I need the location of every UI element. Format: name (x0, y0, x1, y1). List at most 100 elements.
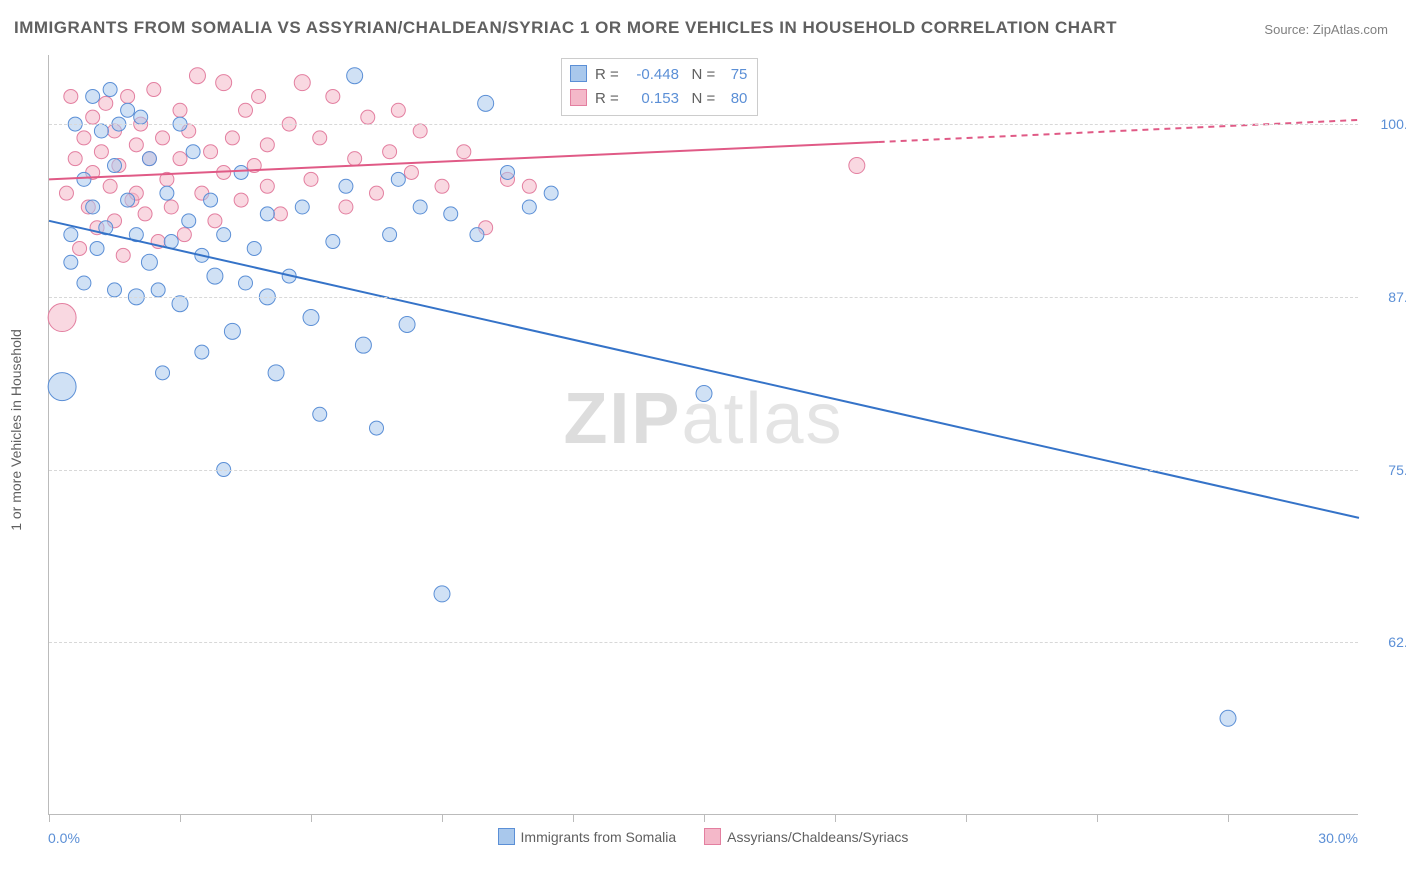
blue-point (434, 586, 450, 602)
pink-point (173, 103, 187, 117)
blue-point (121, 103, 135, 117)
legend-label: Immigrants from Somalia (521, 829, 677, 845)
blue-point (64, 255, 78, 269)
pink-point (339, 200, 353, 214)
pink-point (99, 96, 113, 110)
blue-point (94, 124, 108, 138)
x-tick (311, 814, 312, 822)
blue-point (444, 207, 458, 221)
blue-point (86, 89, 100, 103)
x-tick (573, 814, 574, 822)
blue-point (77, 276, 91, 290)
source-attribution: Source: ZipAtlas.com (1264, 22, 1388, 37)
blue-point (207, 268, 223, 284)
blue-point (413, 200, 427, 214)
blue-point (64, 228, 78, 242)
blue-point (86, 200, 100, 214)
gridline (49, 470, 1358, 471)
pink-point (361, 110, 375, 124)
stat-R-label: R = (595, 66, 623, 83)
pink-point (138, 207, 152, 221)
pink-point (260, 179, 274, 193)
legend-item-blue: Immigrants from Somalia (498, 828, 677, 845)
pink-point (391, 103, 405, 117)
blue-point (134, 110, 148, 124)
pink-swatch-icon (570, 89, 587, 106)
blue-point (121, 193, 135, 207)
pink-point (457, 145, 471, 159)
pink-point (164, 200, 178, 214)
pink-point (370, 186, 384, 200)
blue-point (151, 283, 165, 297)
pink-point (156, 131, 170, 145)
pink-point (77, 131, 91, 145)
plot-area: ZIPatlas R = -0.448 N = 75R = 0.153 N = … (48, 55, 1358, 815)
pink-swatch-icon (704, 828, 721, 845)
chart-svg (49, 55, 1358, 814)
pink-point (121, 89, 135, 103)
pink-point (234, 193, 248, 207)
blue-point (544, 186, 558, 200)
x-tick (835, 814, 836, 822)
blue-point (522, 200, 536, 214)
y-tick-label: 87.5% (1368, 289, 1406, 305)
blue-point (239, 276, 253, 290)
pink-point (404, 165, 418, 179)
blue-point (217, 228, 231, 242)
y-tick-label: 75.0% (1368, 462, 1406, 478)
pink-point (435, 179, 449, 193)
pink-point (86, 110, 100, 124)
blue-point (501, 165, 515, 179)
blue-point (303, 310, 319, 326)
pink-point (522, 179, 536, 193)
pink-point (208, 214, 222, 228)
source-value: ZipAtlas.com (1313, 22, 1388, 37)
pink-point (304, 172, 318, 186)
blue-point (383, 228, 397, 242)
blue-point (182, 214, 196, 228)
pink-point (313, 131, 327, 145)
pink-point (147, 83, 161, 97)
pink-point (204, 145, 218, 159)
blue-point (224, 323, 240, 339)
stat-R-label: R = (595, 90, 623, 107)
pink-point (68, 152, 82, 166)
blue-point (295, 200, 309, 214)
source-label: Source: (1264, 22, 1309, 37)
pink-point (116, 248, 130, 262)
blue-swatch-icon (570, 65, 587, 82)
x-tick (49, 814, 50, 822)
blue-point (1220, 710, 1236, 726)
x-tick (1228, 814, 1229, 822)
x-tick (180, 814, 181, 822)
stat-N-label: N = (691, 66, 719, 83)
pink-point (48, 304, 76, 332)
y-tick-label: 100.0% (1368, 116, 1406, 132)
blue-point (339, 179, 353, 193)
blue-point (478, 95, 494, 111)
pink-point (383, 145, 397, 159)
y-axis-title: 1 or more Vehicles in Household (8, 329, 24, 531)
blue-point (108, 159, 122, 173)
pink-point (260, 138, 274, 152)
pink-point (59, 186, 73, 200)
stats-legend-box: R = -0.448 N = 75R = 0.153 N = 80 (561, 58, 758, 116)
pink-point (348, 152, 362, 166)
x-tick (442, 814, 443, 822)
pink-point (413, 124, 427, 138)
pink-point (849, 158, 865, 174)
x-tick (704, 814, 705, 822)
blue-point (160, 186, 174, 200)
pink-point (94, 145, 108, 159)
stat-R-value: 0.153 (623, 87, 679, 111)
blue-point (247, 241, 261, 255)
stat-R-value: -0.448 (623, 63, 679, 87)
blue-point (313, 407, 327, 421)
bottom-legend: Immigrants from Somalia Assyrians/Chaldea… (0, 828, 1406, 845)
stats-row-blue: R = -0.448 N = 75 (570, 63, 747, 87)
blue-point (326, 235, 340, 249)
pink-point (129, 138, 143, 152)
chart-title: IMMIGRANTS FROM SOMALIA VS ASSYRIAN/CHAL… (14, 18, 1117, 38)
blue-point (268, 365, 284, 381)
legend-label: Assyrians/Chaldeans/Syriacs (727, 829, 908, 845)
